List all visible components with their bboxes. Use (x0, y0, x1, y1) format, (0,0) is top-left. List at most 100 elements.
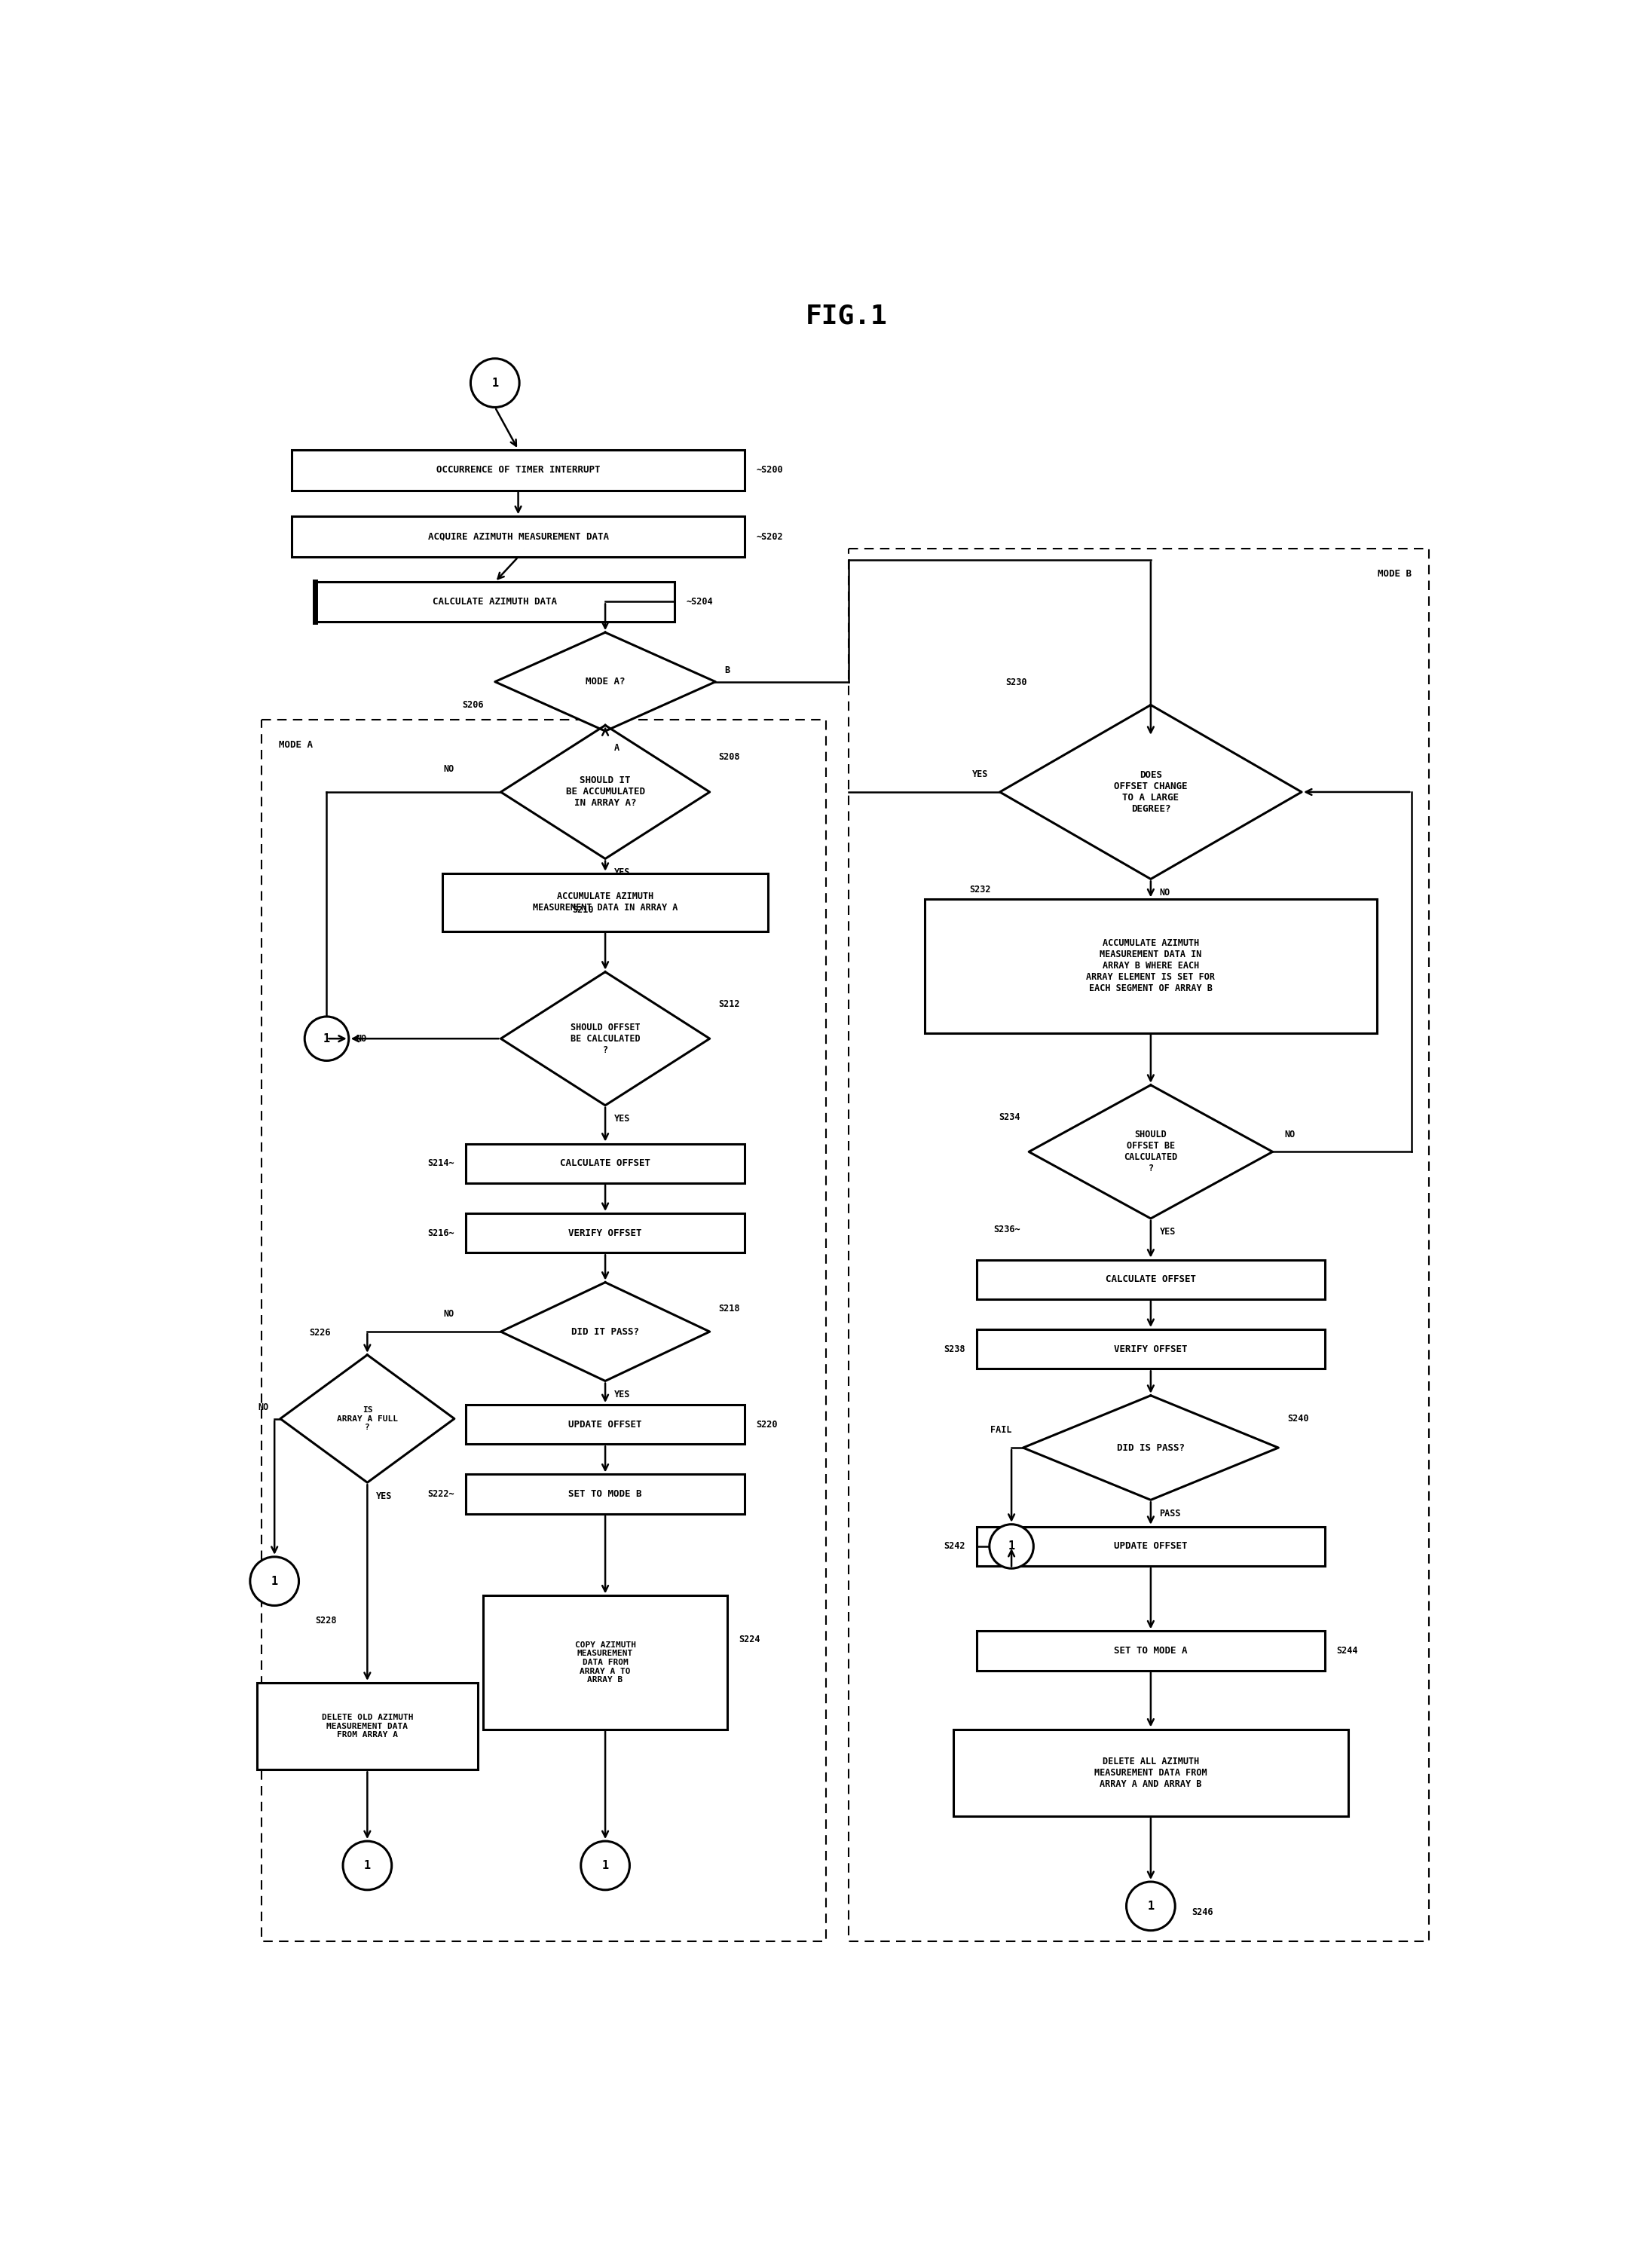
Text: S242: S242 (943, 1542, 965, 1551)
Text: 1: 1 (271, 1576, 278, 1587)
Text: S232: S232 (970, 886, 991, 895)
Text: COPY AZIMUTH
MEASUREMENT
DATA FROM
ARRAY A TO
ARRAY B: COPY AZIMUTH MEASUREMENT DATA FROM ARRAY… (575, 1641, 636, 1684)
Text: DELETE OLD AZIMUTH
MEASUREMENT DATA
FROM ARRAY A: DELETE OLD AZIMUTH MEASUREMENT DATA FROM… (322, 1713, 413, 1738)
Text: S236~: S236~ (993, 1225, 1021, 1234)
Bar (976, 1632, 1325, 1670)
Text: YES: YES (615, 1389, 629, 1401)
Text: PASS: PASS (1160, 1508, 1181, 1517)
Polygon shape (1029, 1086, 1272, 1218)
Bar (258, 1684, 477, 1769)
Bar (466, 1405, 745, 1443)
Text: 1: 1 (1008, 1540, 1014, 1551)
Text: SET TO MODE B: SET TO MODE B (568, 1488, 643, 1499)
Text: UPDATE OFFSET: UPDATE OFFSET (568, 1418, 643, 1430)
Text: YES: YES (615, 1115, 629, 1124)
Text: UPDATE OFFSET: UPDATE OFFSET (1113, 1542, 1188, 1551)
Text: 1: 1 (492, 378, 499, 389)
Text: DID IS PASS?: DID IS PASS? (1117, 1443, 1184, 1452)
Text: S226: S226 (309, 1329, 330, 1338)
Circle shape (249, 1558, 299, 1605)
Text: S206: S206 (463, 699, 484, 710)
Text: 1: 1 (363, 1859, 370, 1870)
Text: S218: S218 (719, 1304, 740, 1313)
Bar (292, 450, 745, 490)
Text: YES: YES (377, 1490, 392, 1502)
Text: YES: YES (971, 769, 988, 780)
Text: S220: S220 (757, 1418, 778, 1430)
Text: CALCULATE OFFSET: CALCULATE OFFSET (1105, 1275, 1196, 1284)
Polygon shape (501, 971, 710, 1106)
Bar (261, 719, 826, 1940)
Text: NO: NO (444, 1308, 454, 1320)
Text: S238: S238 (943, 1344, 965, 1353)
Text: ~S200: ~S200 (757, 465, 783, 474)
Polygon shape (1023, 1396, 1279, 1499)
Text: MODE A?: MODE A? (585, 677, 624, 686)
Circle shape (990, 1524, 1034, 1569)
Circle shape (344, 1841, 392, 1891)
Text: S244: S244 (1336, 1646, 1358, 1657)
Text: S214~: S214~ (428, 1158, 454, 1169)
Text: S222~: S222~ (428, 1488, 454, 1499)
Text: NO: NO (1160, 888, 1170, 897)
Text: VERIFY OFFSET: VERIFY OFFSET (568, 1227, 643, 1239)
Bar (953, 1729, 1348, 1816)
Text: ~S204: ~S204 (687, 596, 714, 607)
Text: ACQUIRE AZIMUTH MEASUREMENT DATA: ACQUIRE AZIMUTH MEASUREMENT DATA (428, 533, 608, 542)
Text: 1: 1 (1146, 1900, 1155, 1911)
Text: MODE B: MODE B (1378, 569, 1412, 578)
Text: SET TO MODE A: SET TO MODE A (1113, 1646, 1188, 1657)
Bar (466, 1144, 745, 1182)
Text: S212: S212 (719, 998, 740, 1009)
Circle shape (304, 1016, 349, 1061)
Bar (316, 582, 676, 620)
Text: MODE A: MODE A (279, 740, 312, 749)
Text: VERIFY OFFSET: VERIFY OFFSET (1113, 1344, 1188, 1353)
Text: SHOULD OFFSET
BE CALCULATED
?: SHOULD OFFSET BE CALCULATED ? (570, 1023, 639, 1054)
Text: FAIL: FAIL (990, 1425, 1011, 1434)
Text: NO: NO (444, 764, 454, 773)
Text: S234: S234 (999, 1113, 1021, 1122)
Polygon shape (501, 1281, 710, 1380)
Circle shape (471, 357, 519, 407)
Text: YES: YES (1160, 1227, 1176, 1236)
Circle shape (1127, 1882, 1175, 1931)
Text: DOES
OFFSET CHANGE
TO A LARGE
DEGREE?: DOES OFFSET CHANGE TO A LARGE DEGREE? (1113, 771, 1188, 814)
Text: 1: 1 (324, 1034, 330, 1045)
Text: IS
ARRAY A FULL
?: IS ARRAY A FULL ? (337, 1407, 398, 1432)
Text: S230: S230 (1006, 677, 1028, 688)
Text: NO: NO (355, 1034, 367, 1043)
Text: B: B (724, 665, 730, 674)
Text: SHOULD
OFFSET BE
CALCULATED
?: SHOULD OFFSET BE CALCULATED ? (1123, 1131, 1178, 1173)
Text: DID IT PASS?: DID IT PASS? (572, 1326, 639, 1338)
Text: S240: S240 (1287, 1414, 1308, 1423)
Text: ~S202: ~S202 (757, 533, 783, 542)
Polygon shape (999, 706, 1302, 879)
Text: S216~: S216~ (428, 1227, 454, 1239)
Text: ACCUMULATE AZIMUTH
MEASUREMENT DATA IN ARRAY A: ACCUMULATE AZIMUTH MEASUREMENT DATA IN A… (532, 892, 677, 913)
Circle shape (582, 1841, 629, 1891)
Bar (466, 1475, 745, 1513)
Bar (484, 1596, 727, 1729)
Text: S246: S246 (1191, 1906, 1213, 1918)
Bar (925, 899, 1378, 1032)
Text: FIG.1: FIG.1 (806, 303, 887, 328)
Bar (292, 517, 745, 558)
Text: DELETE ALL AZIMUTH
MEASUREMENT DATA FROM
ARRAY A AND ARRAY B: DELETE ALL AZIMUTH MEASUREMENT DATA FROM… (1094, 1756, 1208, 1789)
Text: S228: S228 (316, 1616, 337, 1625)
Text: S208: S208 (719, 753, 740, 762)
Bar (466, 1214, 745, 1252)
Text: S224: S224 (738, 1634, 760, 1643)
Text: NO: NO (258, 1403, 269, 1412)
Text: 1: 1 (601, 1859, 608, 1870)
Polygon shape (496, 632, 715, 731)
Text: CALCULATE AZIMUTH DATA: CALCULATE AZIMUTH DATA (433, 596, 557, 607)
Text: NO: NO (1284, 1128, 1295, 1140)
Polygon shape (501, 726, 710, 859)
Text: CALCULATE OFFSET: CALCULATE OFFSET (560, 1158, 651, 1169)
Text: A: A (615, 742, 620, 753)
Bar (976, 1259, 1325, 1299)
Polygon shape (281, 1356, 454, 1481)
Text: S210: S210 (572, 906, 593, 915)
Text: ACCUMULATE AZIMUTH
MEASUREMENT DATA IN
ARRAY B WHERE EACH
ARRAY ELEMENT IS SET F: ACCUMULATE AZIMUTH MEASUREMENT DATA IN A… (1087, 940, 1216, 994)
